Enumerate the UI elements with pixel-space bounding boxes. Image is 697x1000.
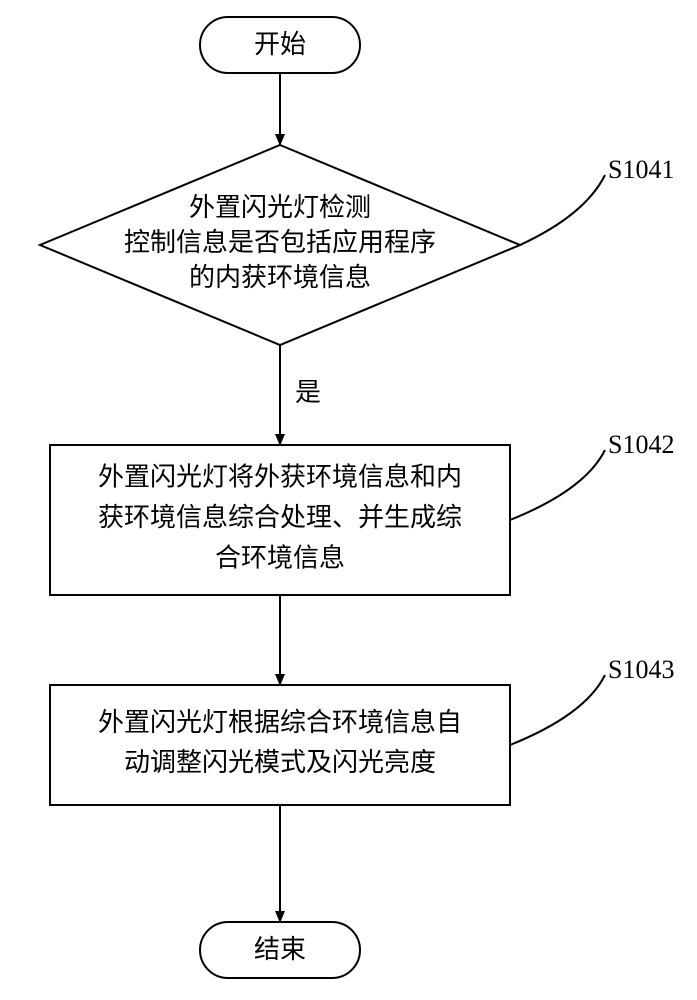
end-label: 结束 bbox=[254, 935, 306, 964]
step-label-S1041: S1041 bbox=[608, 155, 674, 184]
proc1-text-line: 外置闪光灯将外获环境信息和内 bbox=[98, 463, 462, 492]
proc2-node bbox=[50, 685, 510, 805]
leader-S1042 bbox=[510, 450, 605, 520]
step-label-S1043: S1043 bbox=[608, 655, 674, 684]
start-label: 开始 bbox=[254, 30, 306, 59]
leader-S1041 bbox=[520, 175, 605, 245]
proc2-text-line: 动调整闪光模式及闪光亮度 bbox=[124, 748, 436, 777]
step-label-S1042: S1042 bbox=[608, 430, 674, 459]
proc2-text-line: 外置闪光灯根据综合环境信息自 bbox=[98, 708, 462, 737]
proc1-text-line: 获环境信息综合处理、并生成综 bbox=[98, 503, 462, 532]
flowchart-canvas: 是 开始外置闪光灯检测控制信息是否包括应用程序的内获环境信息外置闪光灯将外获环境… bbox=[0, 0, 697, 1000]
leader-S1043 bbox=[510, 675, 605, 745]
decision-text-line: 的内获环境信息 bbox=[189, 263, 371, 292]
decision-text-line: 控制信息是否包括应用程序 bbox=[124, 228, 436, 257]
decision-text-line: 外置闪光灯检测 bbox=[189, 193, 371, 222]
proc1-text-line: 合环境信息 bbox=[215, 543, 345, 572]
edge-label-decision-proc1: 是 bbox=[295, 378, 321, 407]
